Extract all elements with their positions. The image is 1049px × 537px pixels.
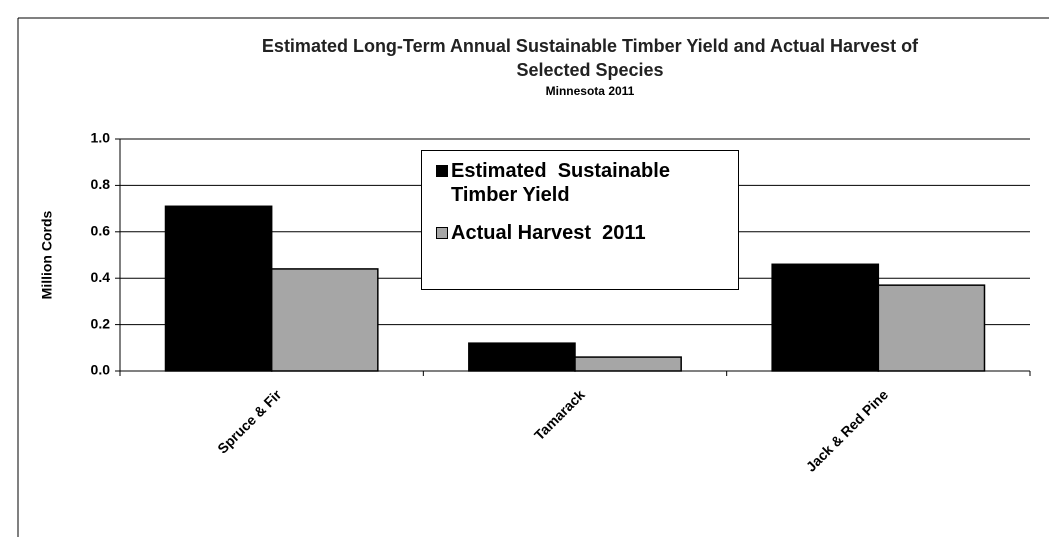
chart-subtitle: Minnesota 2011 [545,84,635,98]
bar [771,263,880,372]
bar [877,284,986,372]
x-tick-label: Tamarack [531,386,588,443]
bar [270,268,379,372]
legend-label: Actual Harvest 2011 [451,222,646,244]
legend: Estimated Sustainable Timber Yield Actual… [421,150,739,290]
x-tick-label: Jack & Red Pine [803,386,891,474]
y-axis-label: Million Cords [39,210,55,299]
y-tick-label: 0.0 [91,362,111,378]
legend-label: Estimated Sustainable Timber Yield [451,160,676,206]
x-tick-label: Spruce & Fir [214,386,285,457]
legend-swatch [436,227,448,239]
y-tick-label: 1.0 [91,130,111,146]
legend-swatch [436,165,448,177]
bar [164,205,273,372]
y-tick-label: 0.4 [91,269,111,285]
bar [574,356,682,372]
y-tick-label: 0.6 [91,223,111,239]
y-tick-label: 0.2 [91,315,111,331]
legend-item: Estimated Sustainable Timber Yield [436,159,728,207]
y-tick-label: 0.8 [91,176,111,192]
bar [468,342,576,372]
chart-title: Estimated Long-Term Annual Sustainable T… [261,36,919,80]
legend-item: Actual Harvest 2011 [436,221,728,245]
